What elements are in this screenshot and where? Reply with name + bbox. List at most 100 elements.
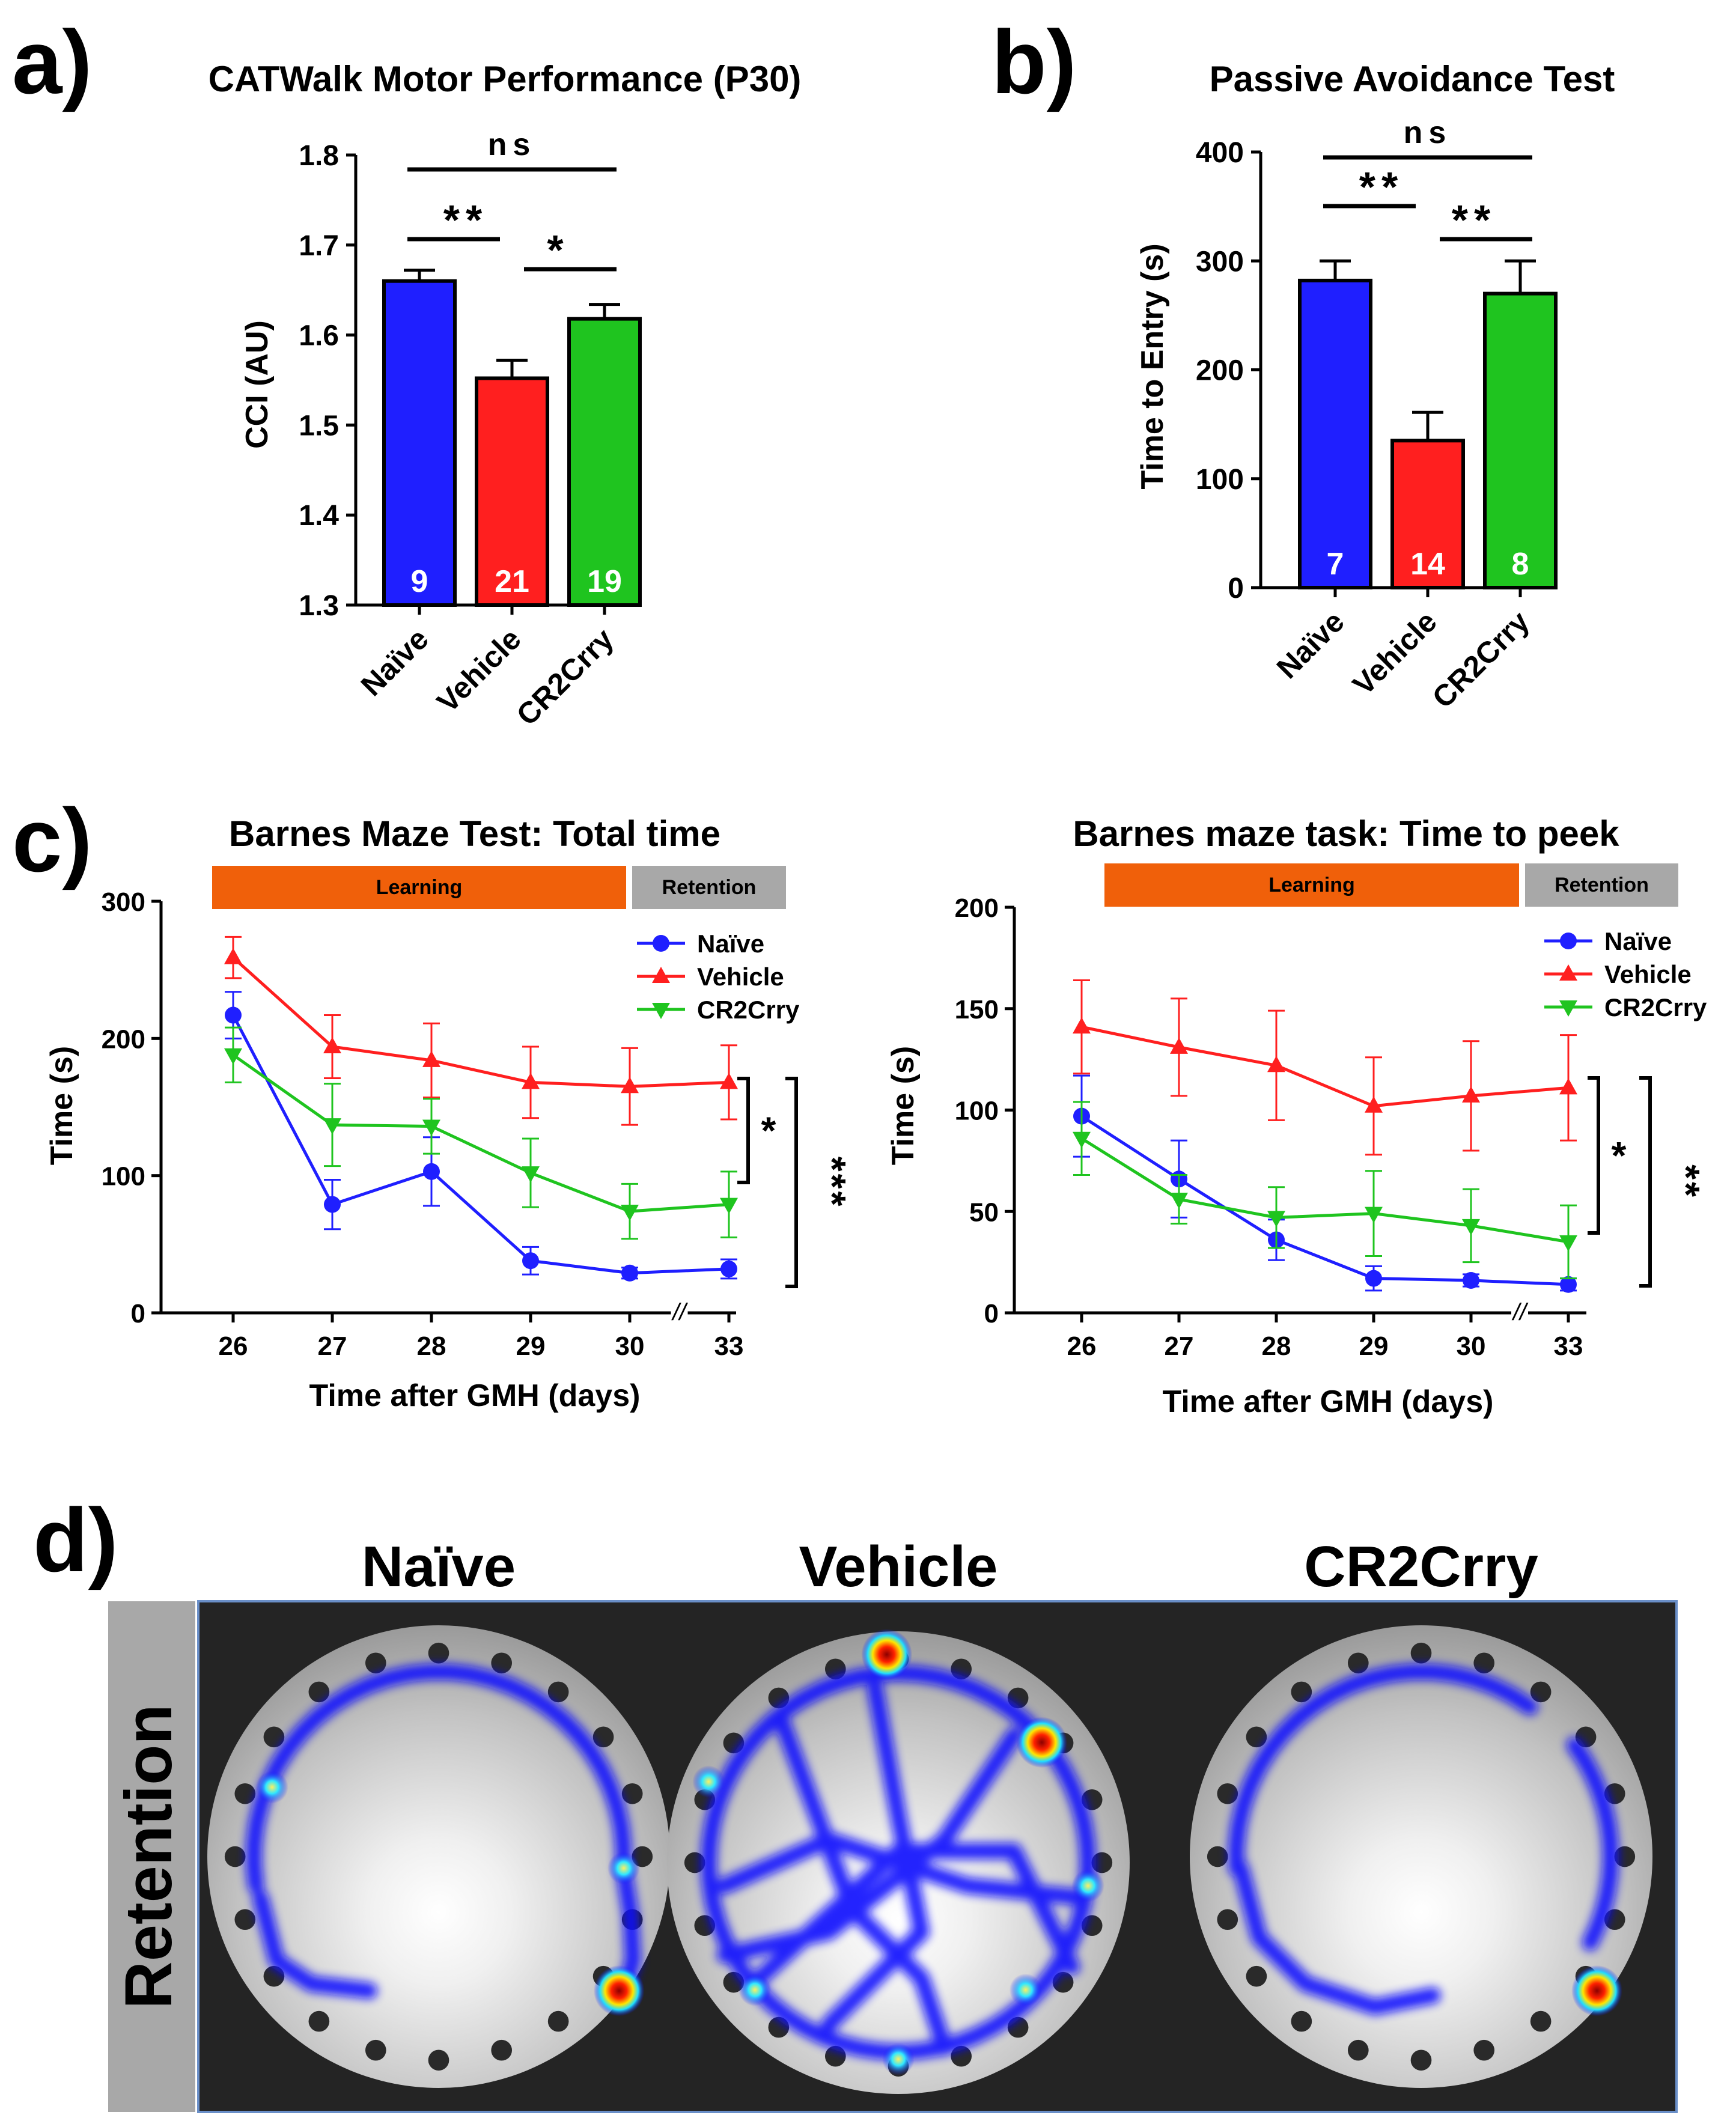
- maze-hole: [1410, 2049, 1432, 2071]
- warm-spot: [255, 1771, 288, 1804]
- data-point: [225, 1006, 242, 1024]
- significance-label: **: [443, 196, 488, 243]
- maze-hole: [1614, 1846, 1636, 1867]
- data-point: [652, 967, 670, 983]
- significance-label: ***: [811, 1157, 854, 1209]
- maze-hole: [428, 1642, 449, 1664]
- barnes-time-to-peek-line-chart: Barnes maze task: Time to peek Time (s) …: [886, 814, 1708, 1419]
- maze-hole: [1530, 2010, 1552, 2032]
- catwalk-bar-chart: CATWalk Motor Performance (P30) CCI (AU)…: [209, 59, 802, 732]
- data-point: [621, 1077, 639, 1094]
- trail-path: [1228, 1663, 1538, 1876]
- data-point: [422, 1050, 440, 1067]
- data-point: [224, 1048, 242, 1065]
- data-point: [653, 935, 669, 952]
- bar-cr2crry: [567, 317, 642, 607]
- series-line-naive: [231, 1014, 729, 1275]
- y-axis-label: CCI (AU): [240, 320, 275, 449]
- maze-hole: [491, 2039, 513, 2061]
- maze-hole: [1530, 1681, 1552, 1703]
- data-point: [1559, 1235, 1577, 1252]
- data-point: [1559, 1000, 1577, 1017]
- y-tick-label: 50: [969, 1197, 999, 1227]
- y-tick-label: 400: [1196, 137, 1244, 169]
- series-line-cr2crry: [232, 1053, 729, 1213]
- chart-title: CATWalk Motor Performance (P30): [209, 59, 802, 99]
- data-point: [1170, 1193, 1188, 1209]
- warm-spot: [608, 1852, 640, 1885]
- axis-break-gap: [671, 1306, 688, 1320]
- data-point: [323, 1037, 341, 1054]
- data-point: [621, 1264, 638, 1282]
- trail-path: [716, 1831, 1087, 1906]
- data-point: [1559, 964, 1577, 981]
- y-tick-label: 0: [984, 1299, 999, 1328]
- data-point: [1462, 1219, 1480, 1235]
- data-point: [720, 1197, 738, 1214]
- hot-spot: [1571, 1965, 1622, 2016]
- data-point: [1073, 1131, 1091, 1148]
- y-tick-label: 0: [1228, 573, 1244, 604]
- x-tick-label: 26: [1067, 1331, 1097, 1361]
- data-point: [1560, 1276, 1577, 1293]
- data-point: [1170, 1037, 1188, 1054]
- x-tick-label: Naïve: [1270, 604, 1351, 685]
- data-point: [522, 1073, 540, 1089]
- learning-phase-bar: [212, 866, 626, 909]
- x-tick-label: Naïve: [355, 622, 435, 702]
- y-tick-label: 1.4: [299, 500, 339, 532]
- maze-hole: [1347, 2039, 1369, 2061]
- maze-hole: [1207, 1846, 1228, 1867]
- data-point: [522, 1166, 540, 1183]
- maze-hole: [308, 2010, 330, 2032]
- row-label-retention: Retention: [112, 1704, 186, 2009]
- data-point: [1365, 1096, 1383, 1113]
- significance-bracket: [785, 1077, 798, 1288]
- y-tick-label: 100: [1196, 464, 1244, 496]
- x-tick-label: 26: [219, 1331, 248, 1361]
- hot-spot: [593, 1965, 645, 2016]
- maze-hole: [1410, 1642, 1432, 1664]
- axis-break: //: [1511, 1299, 1529, 1325]
- trail-density: [1228, 1663, 1619, 2015]
- data-point: [1073, 1017, 1091, 1034]
- warm-spot: [692, 1765, 725, 1798]
- n-label: 21: [495, 564, 529, 599]
- x-tick-label: 33: [1554, 1331, 1583, 1361]
- y-axis-label: Time (s): [886, 1046, 921, 1165]
- x-tick-label: 29: [1359, 1331, 1389, 1361]
- series-line-cr2crry: [1080, 1137, 1569, 1244]
- y-axis-label: Time to Entry (s): [1135, 243, 1170, 489]
- row-label-box: [108, 1601, 195, 2112]
- data-point: [720, 1260, 737, 1277]
- y-tick-label: 100: [102, 1162, 145, 1191]
- legend-label-cr2crry: CR2Crry: [697, 996, 800, 1024]
- maze-hole: [1347, 1652, 1369, 1674]
- maze-arena: [1190, 1625, 1652, 2088]
- learning-phase-label: Learning: [376, 876, 463, 899]
- trail-path: [751, 1843, 1080, 1986]
- bar-vehicle: [1390, 439, 1465, 589]
- n-label: 14: [1410, 547, 1445, 582]
- maze-hole: [1291, 1681, 1312, 1703]
- data-point: [422, 1119, 440, 1136]
- retention-phase-bar: [1525, 863, 1678, 907]
- y-tick-label: 0: [131, 1299, 145, 1328]
- data-point: [224, 948, 242, 964]
- x-tick-label: 27: [1165, 1331, 1194, 1361]
- y-tick-label: 1.6: [299, 320, 339, 352]
- data-point: [522, 1252, 539, 1270]
- data-point: [1267, 1056, 1285, 1073]
- maze-hole: [1246, 1965, 1267, 1987]
- legend-label-vehicle: Vehicle: [697, 963, 784, 991]
- maze-hole: [234, 1783, 256, 1804]
- x-tick-label: 30: [1457, 1331, 1486, 1361]
- significance-label: **: [1664, 1164, 1708, 1199]
- significance-label: *: [1612, 1134, 1627, 1177]
- significance-label: ns: [488, 127, 537, 162]
- maze-hole: [684, 1852, 705, 1873]
- maze-hole: [365, 1652, 386, 1674]
- series-line-vehicle: [232, 956, 729, 1088]
- bar-naive: [1298, 278, 1372, 589]
- bar-cr2crry: [1483, 291, 1558, 589]
